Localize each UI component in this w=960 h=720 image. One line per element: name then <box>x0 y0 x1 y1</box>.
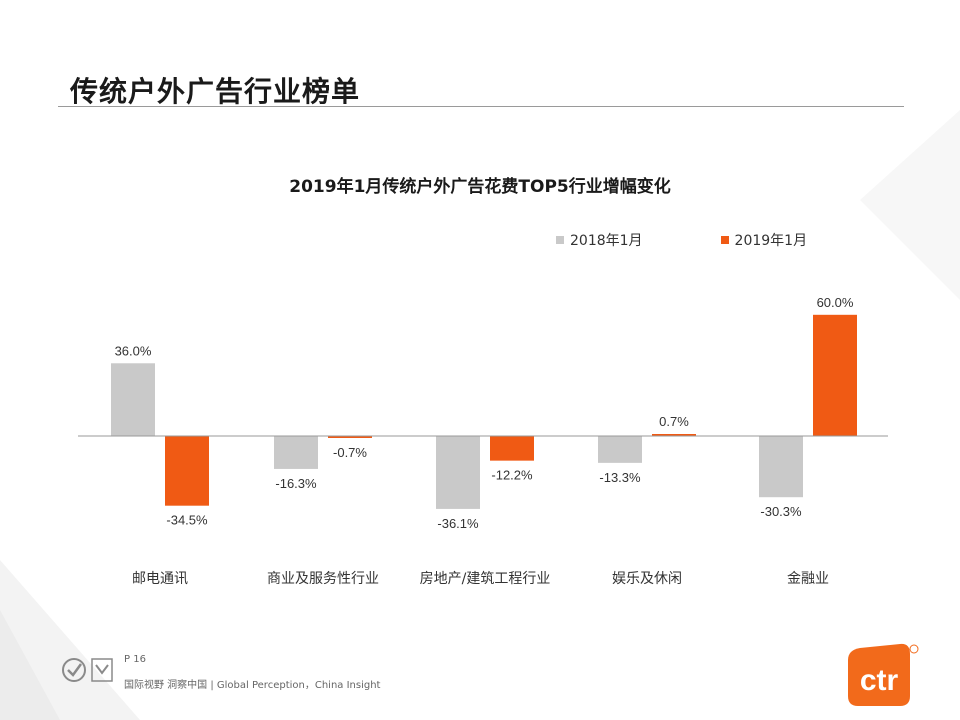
legend-label-2018: 2018年1月 <box>570 233 643 249</box>
data-label-2019-0: -34.5% <box>166 513 208 528</box>
legend-item-2018: 2018年1月 <box>556 230 643 250</box>
category-label-0: 邮电通讯 <box>132 571 188 587</box>
page-title: 传统户外广告行业榜单 <box>70 75 361 108</box>
page-number: P 16 <box>124 654 146 665</box>
data-label-2018-4: -30.3% <box>760 504 802 519</box>
category-label-1: 商业及服务性行业 <box>267 571 379 587</box>
data-label-2018-3: -13.3% <box>599 470 641 485</box>
bar-2019-3 <box>652 434 696 436</box>
legend-swatch-2019 <box>720 236 729 244</box>
data-label-2019-3: 0.7% <box>659 414 689 429</box>
category-label-4: 金融业 <box>787 571 829 587</box>
title-divider <box>58 106 904 107</box>
data-label-2018-0: 36.0% <box>115 343 152 358</box>
ctr-logo-text: ctr <box>860 664 899 697</box>
bar-2018-2 <box>436 436 480 509</box>
legend-swatch-2018 <box>556 236 564 244</box>
chart-title: 2019年1月传统户外广告花费TOP5行业增幅变化 <box>289 177 671 197</box>
bar-2018-3 <box>598 436 642 463</box>
data-label-2019-1: -0.7% <box>333 445 367 460</box>
bar-2019-1 <box>328 436 372 438</box>
ctr-brand-logo: ctr <box>848 643 919 706</box>
data-label-2019-4: 60.0% <box>817 295 854 310</box>
legend-item-2019: 2019年1月 <box>720 230 808 250</box>
bar-2018-1 <box>274 436 318 469</box>
chart-legend: 2018年1月 2019年1月 <box>556 230 807 250</box>
category-label-3: 娱乐及休闲 <box>612 571 682 587</box>
data-label-2018-1: -16.3% <box>275 476 317 491</box>
category-label-2: 房地产/建筑工程行业 <box>420 571 551 587</box>
bar-2018-4 <box>759 436 803 498</box>
data-label-2019-2: -12.2% <box>491 468 533 483</box>
data-label-2018-2: -36.1% <box>437 516 479 531</box>
bar-2019-0 <box>165 436 209 506</box>
certification-logo <box>62 658 113 682</box>
legend-label-2019: 2019年1月 <box>734 233 808 249</box>
bar-2019-4 <box>813 314 857 436</box>
bar-2018-0 <box>111 363 155 436</box>
bar-2019-2 <box>490 436 534 461</box>
footer-tagline: 国际视野 洞察中国 | Global Perception，China Insi… <box>124 680 381 691</box>
